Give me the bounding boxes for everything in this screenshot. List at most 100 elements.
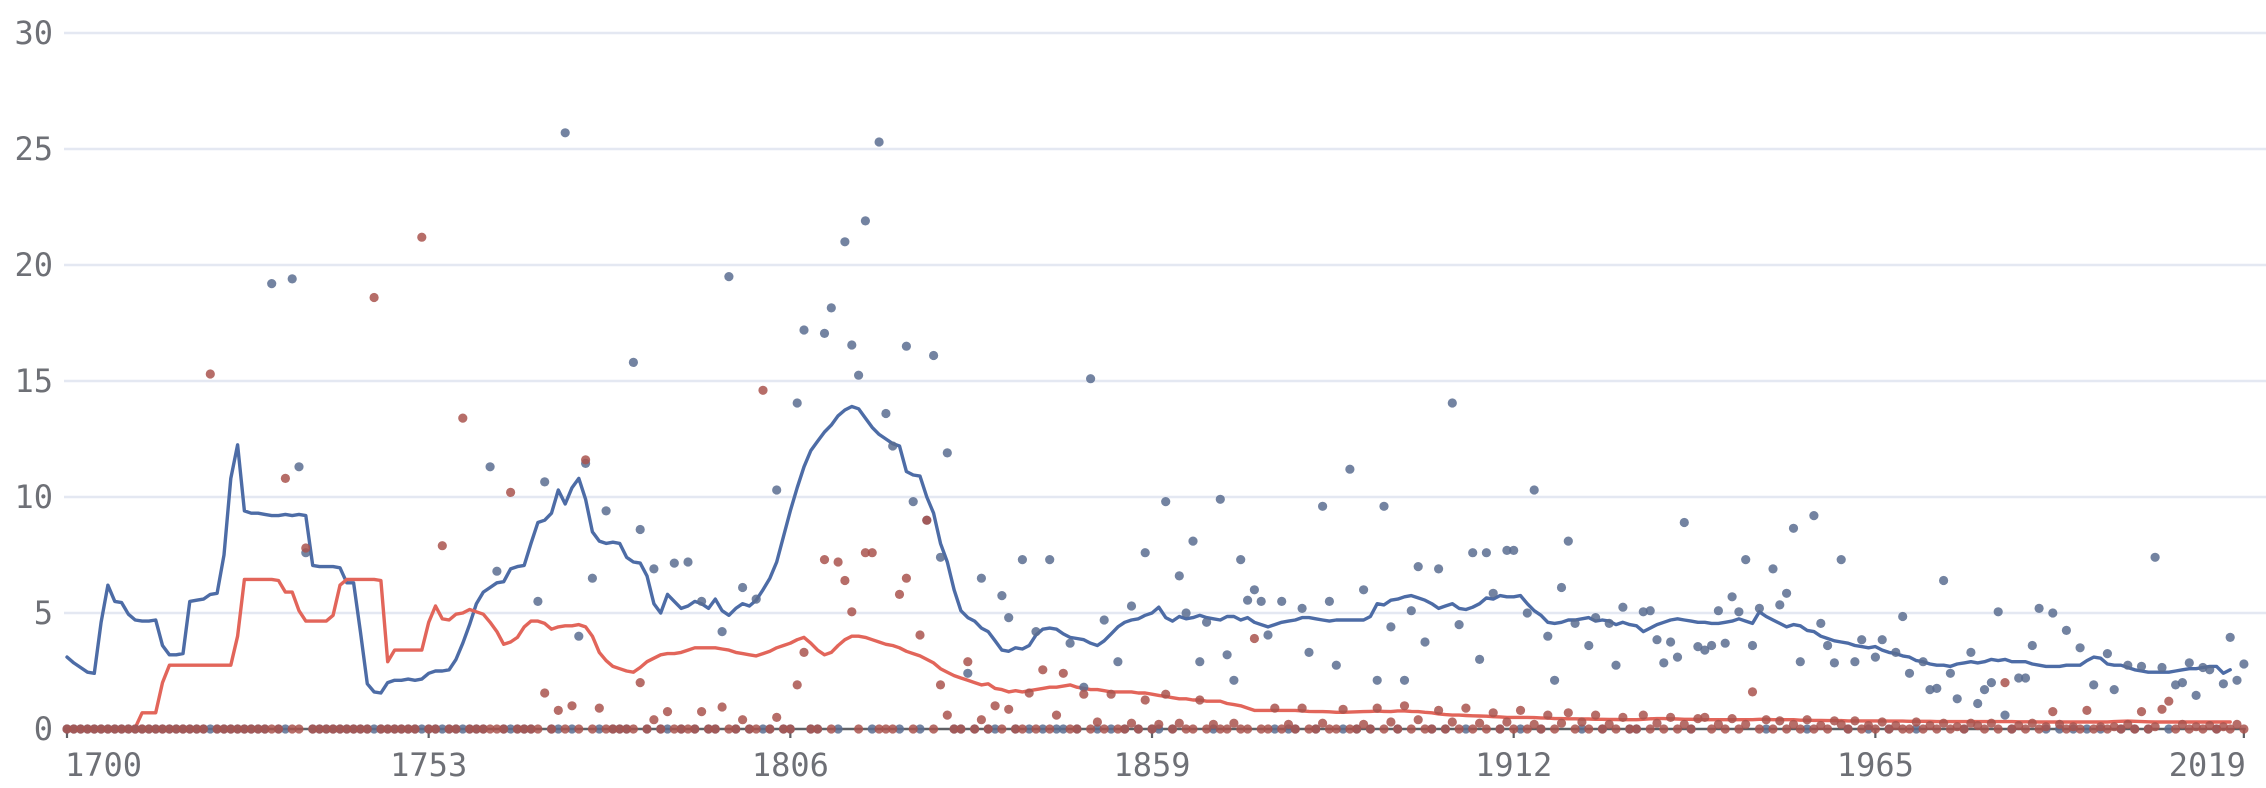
red-dot [1283, 719, 1294, 730]
blue-dot [1707, 640, 1717, 651]
red-dot [676, 724, 686, 734]
red-dot [506, 487, 516, 497]
blue-dot [717, 627, 727, 637]
red-dot [1290, 724, 1300, 734]
red-dot [1679, 719, 1689, 730]
red-dot [1645, 724, 1655, 734]
red-dot [465, 724, 475, 734]
red-dot [826, 724, 836, 734]
red-dot [703, 724, 714, 734]
red-dot [1277, 724, 1287, 734]
red-dot [553, 705, 563, 716]
red-dot [1570, 724, 1580, 734]
red-dot [1031, 724, 1041, 734]
red-dot [697, 707, 707, 717]
x-tick-label-2019: 2019 [2169, 746, 2246, 784]
red-dot [137, 724, 147, 734]
red-dot [62, 724, 72, 734]
blue-dot [1973, 698, 1983, 709]
red-dot [151, 724, 161, 734]
blue-dot [1870, 652, 1880, 662]
blue-dot [1079, 682, 1089, 692]
red-dot [1925, 720, 1935, 731]
red-dot [1775, 716, 1785, 726]
red-dot [1393, 724, 1403, 734]
red-dot [567, 701, 577, 711]
red-dot [178, 724, 188, 734]
red-dot [342, 724, 352, 734]
blue-dot [792, 398, 802, 408]
red-dot [1959, 724, 1969, 734]
red-dot [949, 724, 959, 734]
red-dot [430, 724, 441, 734]
red-dot [1652, 718, 1662, 728]
red-dot [1243, 724, 1253, 734]
red-dot [1863, 720, 1874, 731]
red-dot [1741, 719, 1751, 730]
red-dot [942, 710, 952, 720]
red-dot [96, 724, 106, 734]
red-dot [164, 724, 174, 734]
red-dot [1174, 718, 1184, 728]
blue-dot [1727, 592, 1737, 602]
blue-dot [1509, 545, 1519, 556]
red-dot [1161, 689, 1171, 699]
blue-dot [1113, 657, 1123, 667]
red-dot [1761, 715, 1771, 725]
red-dot [2136, 707, 2147, 717]
blue-dot [2191, 690, 2201, 701]
blue-dot [1556, 582, 1567, 593]
blue-dot [1939, 575, 1949, 586]
blue-dot [1898, 611, 1908, 622]
red-dot [819, 555, 830, 565]
red-dot [1672, 724, 1683, 734]
blue-dot [1829, 658, 1839, 668]
red-dot [2130, 724, 2140, 734]
blue-dot [1277, 596, 1287, 607]
red-dot [117, 724, 127, 734]
blue-dot [1215, 494, 1225, 504]
blue-dot [1099, 615, 1109, 625]
blue-dot [1345, 464, 1355, 474]
red-dot [1010, 724, 1021, 734]
red-dot [287, 724, 297, 734]
blue-dot [826, 303, 836, 313]
red-dot [1372, 703, 1382, 713]
blue-dot [1338, 724, 1348, 734]
red-dot [1447, 717, 1457, 727]
blue-dot [205, 724, 215, 734]
red-dot [533, 724, 543, 734]
red-dot [1625, 724, 1635, 734]
blue-dot [1058, 724, 1068, 734]
red-dot [417, 232, 427, 242]
x-tick-label-1753: 1753 [390, 746, 467, 784]
x-tick-label-1859: 1859 [1113, 746, 1190, 784]
red-annual-dots [62, 232, 2249, 734]
red-dot [1065, 724, 1075, 734]
red-dot [1604, 719, 1614, 730]
trend-lines-layer [65, 404, 2232, 731]
blue-dot [1754, 603, 1764, 614]
x-tick-label-1700: 1700 [65, 746, 142, 784]
blue-dot [929, 350, 939, 361]
red-dot [519, 724, 529, 734]
blue-dot [1918, 657, 1928, 667]
blue-dot [1795, 657, 1805, 667]
blue-dot [1782, 588, 1792, 598]
blue-dot [1195, 657, 1205, 667]
red-dot [792, 680, 802, 690]
red-dot [976, 715, 987, 725]
red-dot [396, 724, 406, 734]
blue-dot [2109, 685, 2119, 695]
red-dot [635, 678, 645, 688]
red-dot [656, 724, 666, 734]
blue-dot [1543, 631, 1553, 641]
blue-annual-dots [62, 128, 2249, 734]
red-dot [587, 724, 598, 734]
blue-dot [2020, 673, 2031, 683]
red-dot [1843, 724, 1853, 734]
red-dot [492, 724, 502, 734]
blue-dot [2089, 680, 2099, 690]
red-dot [1352, 724, 1362, 734]
